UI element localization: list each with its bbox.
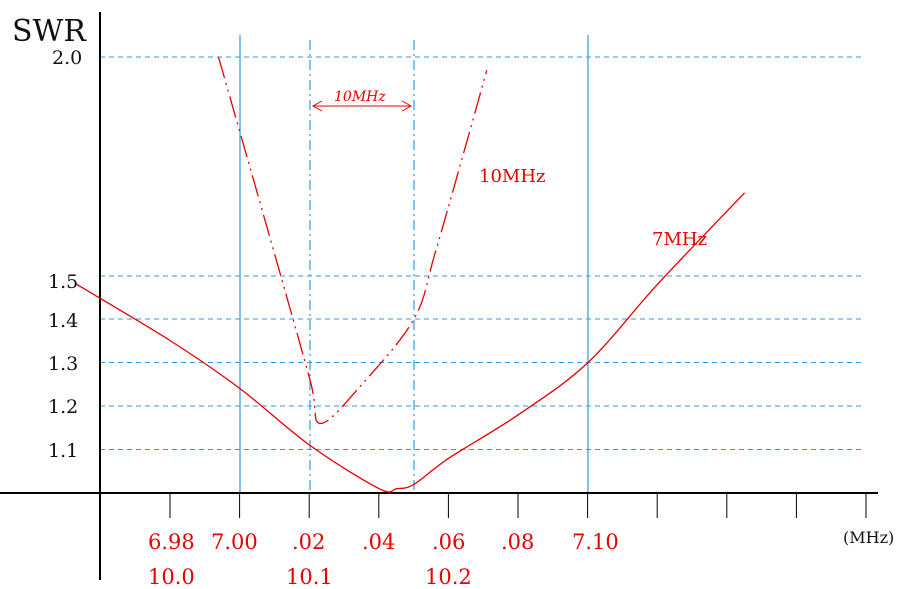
x-unit-label: (MHz) [843,528,894,547]
chart-labels: SWR (MHz) 2.0 1.5 1.4 1.3 1.2 1.1 6.98 7… [12,14,894,589]
y-tick-label-2.0: 2.0 [52,47,82,69]
y-axis-title: SWR [12,14,87,49]
x-tick-label-6.98: 6.98 [148,530,195,554]
x-tick-label-10.2: 10.2 [425,565,472,589]
y-tick-label-1.2: 1.2 [48,396,78,418]
data-series [76,56,746,493]
y-tick-label-1.5: 1.5 [48,271,78,293]
band-width-arrow-left [311,100,323,112]
horizontal-gridlines [100,56,862,450]
series-label-10mhz: 10MHz [479,166,546,187]
axes [0,12,878,580]
x-tick-label-10.0: 10.0 [148,565,195,589]
band-width-marker: 10MHz [311,89,413,112]
x-tick-label-7.00: 7.00 [211,530,258,554]
x-tick-label-.06: .06 [432,530,465,554]
x-tick-label-.04: .04 [362,530,395,554]
y-tick-label-1.3: 1.3 [48,353,78,375]
x-tick-label-7.10: 7.10 [572,530,619,554]
band-width-label: 10MHz [334,89,386,105]
y-tick-label-1.1: 1.1 [48,440,78,462]
vertical-gridlines [239,35,589,493]
series-line-10mhz [217,56,488,425]
x-tick-label-.02: .02 [292,530,325,554]
series-line-7mhz [76,192,746,493]
x-tick-label-.08: .08 [501,530,534,554]
band-width-arrow-right [401,100,413,112]
series-label-7mhz: 7MHz [652,229,707,250]
x-tick-label-10.1: 10.1 [286,565,333,589]
y-tick-label-1.4: 1.4 [48,310,78,332]
